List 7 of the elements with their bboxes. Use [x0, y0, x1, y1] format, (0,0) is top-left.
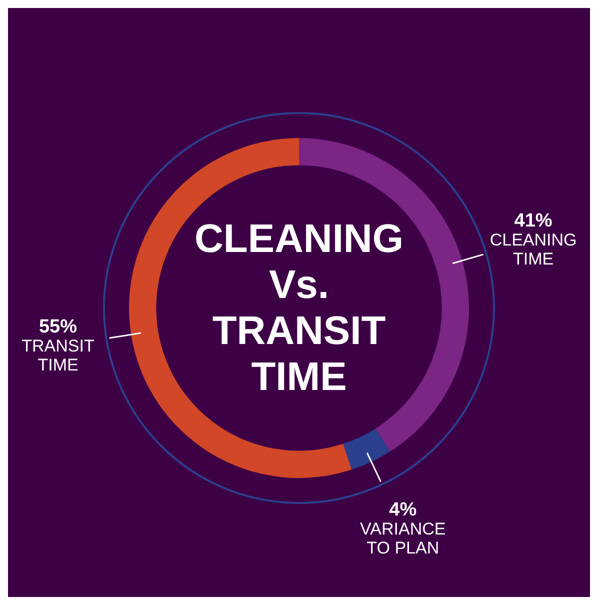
- text: CLEANING Vs. TRANSIT TIME: [194, 217, 404, 399]
- slice-label: CLEANING TIME: [490, 230, 577, 268]
- slice-label: TRANSIT TIME: [22, 336, 94, 375]
- data-label: 4%: [389, 499, 417, 520]
- slice-label: VARIANCE TO PLAN: [360, 519, 446, 558]
- data-label: 41%: [514, 210, 552, 232]
- data-label: 55%: [38, 316, 78, 338]
